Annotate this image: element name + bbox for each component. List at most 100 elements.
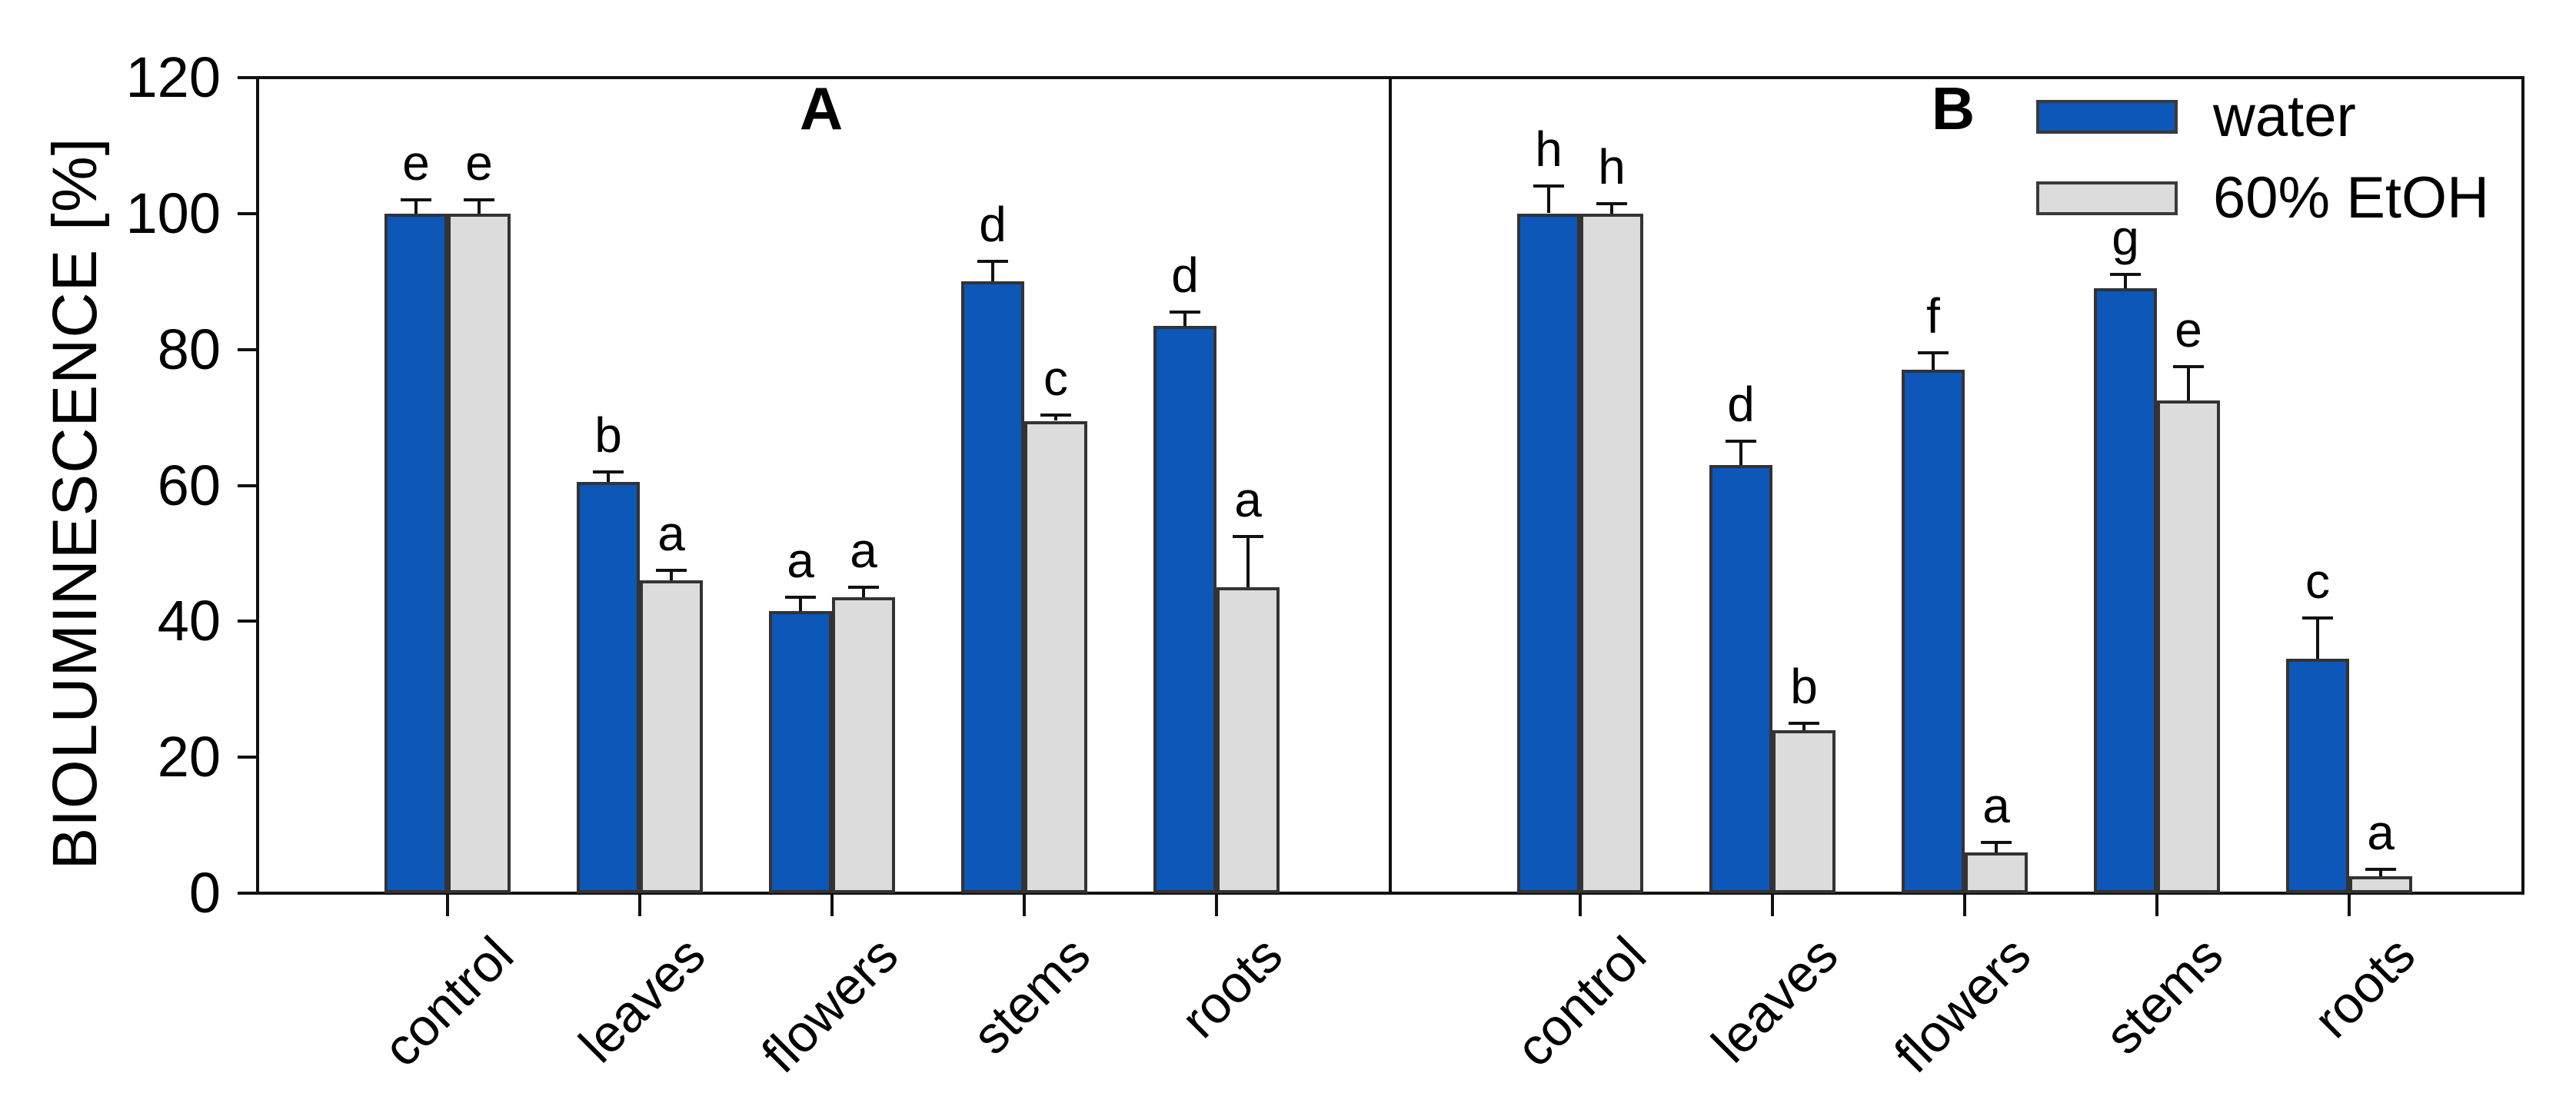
x-tick-b-roots: [2348, 895, 2351, 916]
bar-a-leaves-water: [577, 482, 640, 893]
error-cap-b-roots-etoh: [2365, 868, 2396, 871]
error-bar-a-leaves-etoh: [670, 570, 673, 580]
y-tick-label-60: 60: [157, 453, 221, 517]
error-bar-b-control-etoh: [1610, 204, 1613, 214]
error-cap-b-roots-water: [2302, 616, 2333, 620]
sig-letter-b-leaves-water: d: [1727, 377, 1755, 432]
y-tick-0: [238, 892, 258, 895]
bar-b-control-water: [1517, 214, 1580, 893]
y-tick-label-80: 80: [157, 317, 221, 381]
error-cap-a-flowers-etoh: [848, 586, 879, 589]
error-cap-b-flowers-water: [1918, 351, 1949, 354]
error-bar-b-flowers-etoh: [1995, 842, 1998, 852]
x-tick-b-leaves: [1771, 895, 1774, 916]
y-tick-label-20: 20: [157, 725, 221, 789]
panel-b-title: B: [1931, 75, 1975, 142]
legend-label-water: water: [2213, 84, 2356, 149]
x-tick-a-control: [446, 895, 449, 916]
error-bar-a-leaves-water: [607, 472, 610, 482]
x-tick-a-stems: [1023, 895, 1026, 916]
sig-letter-a-leaves-etoh: a: [657, 506, 685, 561]
sig-letter-a-control-water: e: [402, 135, 430, 191]
bar-b-flowers-water: [1902, 370, 1965, 893]
x-label-b-flowers: flowers: [1882, 925, 2042, 1085]
bar-a-flowers-etoh: [832, 597, 895, 893]
sig-letter-a-stems-water: d: [979, 197, 1007, 252]
x-label-a-stems: stems: [960, 925, 1101, 1066]
y-tick-label-0: 0: [188, 861, 221, 925]
x-label-a-leaves: leaves: [568, 925, 717, 1074]
sig-letter-a-flowers-water: a: [787, 533, 814, 588]
error-bar-b-stems-water: [2124, 274, 2127, 288]
legend-swatch-etoh: [2036, 181, 2178, 215]
error-cap-a-roots-etoh: [1233, 535, 1263, 538]
x-label-b-leaves: leaves: [1701, 925, 1849, 1074]
error-cap-b-leaves-etoh: [1789, 722, 1819, 725]
error-cap-a-leaves-water: [593, 470, 624, 473]
x-label-b-stems: stems: [2093, 925, 2234, 1066]
bar-b-roots-etoh: [2349, 876, 2412, 893]
sig-letter-b-flowers-etoh: a: [1982, 778, 2010, 833]
bar-b-leaves-etoh: [1772, 730, 1835, 893]
sig-letter-a-leaves-water: b: [594, 407, 622, 463]
x-label-b-roots: roots: [2302, 925, 2426, 1049]
legend: water 60% EtOH: [2036, 86, 2489, 249]
sig-letter-b-leaves-etoh: b: [1790, 659, 1818, 714]
error-cap-b-flowers-etoh: [1981, 841, 2012, 844]
bar-a-flowers-water: [769, 611, 832, 893]
plot-frame-left: [256, 76, 259, 895]
error-cap-a-leaves-etoh: [656, 569, 687, 572]
sig-letter-a-roots-water: d: [1171, 248, 1199, 303]
error-bar-b-leaves-etoh: [1802, 723, 1806, 730]
sig-letter-b-flowers-water: f: [1926, 288, 1940, 344]
legend-item-water: water: [2036, 86, 2489, 148]
error-bar-a-roots-water: [1183, 312, 1186, 326]
error-bar-b-control-water: [1547, 186, 1550, 213]
y-tick-label-120: 120: [125, 45, 221, 109]
bar-a-control-etoh: [448, 214, 511, 893]
bar-b-stems-water: [2094, 288, 2157, 893]
bar-a-roots-water: [1153, 326, 1216, 893]
error-cap-a-stems-etoh: [1040, 414, 1071, 417]
legend-swatch-water: [2036, 100, 2178, 134]
sig-letter-a-flowers-etoh: a: [850, 523, 877, 578]
error-bar-a-control-water: [414, 200, 418, 214]
legend-item-etoh: 60% EtOH: [2036, 168, 2489, 229]
error-bar-b-roots-water: [2316, 618, 2319, 659]
sig-letter-b-stems-water: g: [2112, 210, 2139, 265]
error-cap-a-control-etoh: [464, 198, 494, 201]
error-cap-b-leaves-water: [1726, 440, 1756, 443]
error-cap-a-roots-water: [1170, 311, 1200, 314]
x-tick-a-roots: [1215, 895, 1218, 916]
x-tick-b-flowers: [1963, 895, 1966, 916]
error-bar-a-flowers-etoh: [862, 587, 865, 597]
bar-b-stems-etoh: [2157, 400, 2220, 893]
y-tick-label-40: 40: [157, 589, 221, 653]
error-cap-a-stems-water: [977, 260, 1008, 263]
panel-a-title: A: [799, 75, 844, 142]
error-bar-a-roots-etoh: [1246, 537, 1250, 587]
sig-letter-b-control-water: h: [1535, 121, 1563, 177]
sig-letter-b-roots-etoh: a: [2367, 805, 2395, 860]
plot-frame-right: [2521, 76, 2524, 895]
error-bar-a-stems-water: [991, 261, 994, 282]
x-label-a-roots: roots: [1170, 925, 1293, 1049]
error-bar-a-control-etoh: [478, 200, 481, 214]
bar-a-stems-etoh: [1024, 421, 1087, 893]
sig-letter-b-roots-water: c: [2305, 553, 2330, 609]
legend-label-etoh: 60% EtOH: [2213, 165, 2490, 231]
bar-b-flowers-etoh: [1965, 852, 2028, 893]
error-bar-b-leaves-water: [1739, 441, 1742, 465]
y-tick-label-100: 100: [125, 181, 221, 245]
error-bar-b-flowers-water: [1932, 353, 1935, 370]
y-tick-60: [238, 484, 258, 487]
bar-b-control-etoh: [1580, 214, 1643, 893]
sig-letter-b-control-etoh: h: [1598, 139, 1626, 194]
error-cap-b-stems-etoh: [2173, 365, 2204, 368]
x-tick-b-stems: [2155, 895, 2158, 916]
error-bar-b-stems-etoh: [2187, 367, 2190, 400]
sig-letter-a-stems-etoh: c: [1043, 351, 1068, 406]
y-tick-20: [238, 756, 258, 759]
